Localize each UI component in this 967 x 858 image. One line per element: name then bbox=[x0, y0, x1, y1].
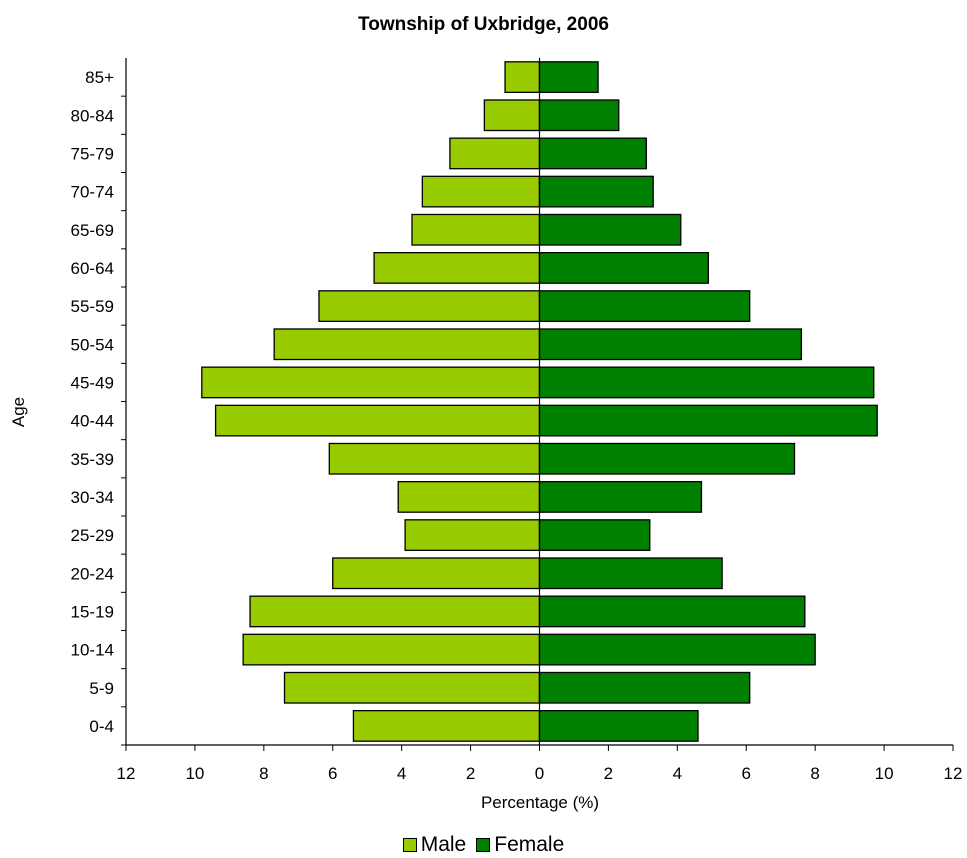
bar-female-35-39 bbox=[540, 443, 795, 474]
bar-female-40-44 bbox=[540, 405, 878, 436]
y-tick-label: 35-39 bbox=[71, 450, 114, 469]
x-tick-label: 8 bbox=[259, 764, 268, 783]
y-tick-label: 75-79 bbox=[71, 144, 114, 163]
legend: Male Female bbox=[0, 832, 967, 858]
bar-female-55-59 bbox=[540, 291, 750, 322]
bar-male-65-69 bbox=[412, 214, 539, 245]
bar-female-0-4 bbox=[540, 711, 699, 742]
x-axis-title: Percentage (%) bbox=[481, 793, 599, 812]
x-tick-label: 2 bbox=[604, 764, 613, 783]
y-tick-label: 10-14 bbox=[71, 641, 114, 660]
y-tick-label: 0-4 bbox=[89, 717, 114, 736]
x-tick-label: 2 bbox=[466, 764, 475, 783]
y-tick-label: 80-84 bbox=[71, 106, 114, 125]
bar-female-75-79 bbox=[540, 138, 647, 169]
x-tick-label: 10 bbox=[875, 764, 894, 783]
x-tick-label: 4 bbox=[673, 764, 682, 783]
y-tick-label: 20-24 bbox=[71, 564, 114, 583]
x-tick-label: 10 bbox=[185, 764, 204, 783]
bar-male-5-9 bbox=[285, 672, 540, 703]
bar-male-60-64 bbox=[374, 253, 539, 284]
legend-item-male: Male bbox=[403, 833, 467, 857]
bar-male-55-59 bbox=[319, 291, 540, 322]
bar-male-70-74 bbox=[422, 176, 539, 207]
bar-male-10-14 bbox=[243, 634, 539, 665]
bar-male-20-24 bbox=[333, 558, 540, 589]
y-tick-label: 65-69 bbox=[71, 221, 114, 240]
bar-male-25-29 bbox=[405, 520, 539, 551]
bar-male-0-4 bbox=[353, 711, 539, 742]
bar-male-80-84 bbox=[484, 100, 539, 131]
bar-female-30-34 bbox=[540, 482, 702, 513]
bar-female-65-69 bbox=[540, 214, 681, 245]
y-tick-label: 5-9 bbox=[89, 679, 114, 698]
x-tick-label: 12 bbox=[944, 764, 963, 783]
y-tick-label: 70-74 bbox=[71, 183, 114, 202]
y-tick-label: 55-59 bbox=[71, 297, 114, 316]
bar-female-10-14 bbox=[540, 634, 816, 665]
bar-female-45-49 bbox=[540, 367, 874, 398]
bar-male-85+ bbox=[505, 62, 539, 93]
bar-female-80-84 bbox=[540, 100, 619, 131]
x-tick-label: 6 bbox=[328, 764, 337, 783]
x-tick-label: 8 bbox=[810, 764, 819, 783]
bar-female-70-74 bbox=[540, 176, 654, 207]
legend-swatch-male bbox=[403, 838, 417, 852]
bar-female-60-64 bbox=[540, 253, 709, 284]
legend-label-female: Female bbox=[494, 833, 564, 857]
x-tick-label: 0 bbox=[535, 764, 544, 783]
bar-male-50-54 bbox=[274, 329, 539, 360]
bar-male-30-34 bbox=[398, 482, 539, 513]
y-tick-label: 45-49 bbox=[71, 373, 114, 392]
y-tick-label: 30-34 bbox=[71, 488, 114, 507]
y-tick-label: 40-44 bbox=[71, 412, 114, 431]
y-tick-label: 15-19 bbox=[71, 602, 114, 621]
bar-male-75-79 bbox=[450, 138, 540, 169]
y-axis-title: Age bbox=[9, 397, 28, 427]
bar-female-20-24 bbox=[540, 558, 723, 589]
bar-female-25-29 bbox=[540, 520, 650, 551]
x-tick-label: 6 bbox=[742, 764, 751, 783]
x-tick-label: 4 bbox=[397, 764, 406, 783]
bar-female-85+ bbox=[540, 62, 599, 93]
bar-male-35-39 bbox=[329, 443, 539, 474]
bar-male-40-44 bbox=[216, 405, 540, 436]
bar-male-45-49 bbox=[202, 367, 540, 398]
legend-swatch-female bbox=[476, 838, 490, 852]
y-tick-label: 60-64 bbox=[71, 259, 114, 278]
x-tick-label: 12 bbox=[117, 764, 136, 783]
y-tick-label: 50-54 bbox=[71, 335, 114, 354]
y-tick-label: 85+ bbox=[85, 68, 114, 87]
y-tick-label: 25-29 bbox=[71, 526, 114, 545]
legend-item-female: Female bbox=[476, 833, 564, 857]
bar-male-15-19 bbox=[250, 596, 539, 627]
legend-label-male: Male bbox=[421, 833, 467, 857]
bar-female-15-19 bbox=[540, 596, 805, 627]
bar-female-5-9 bbox=[540, 672, 750, 703]
bar-female-50-54 bbox=[540, 329, 802, 360]
